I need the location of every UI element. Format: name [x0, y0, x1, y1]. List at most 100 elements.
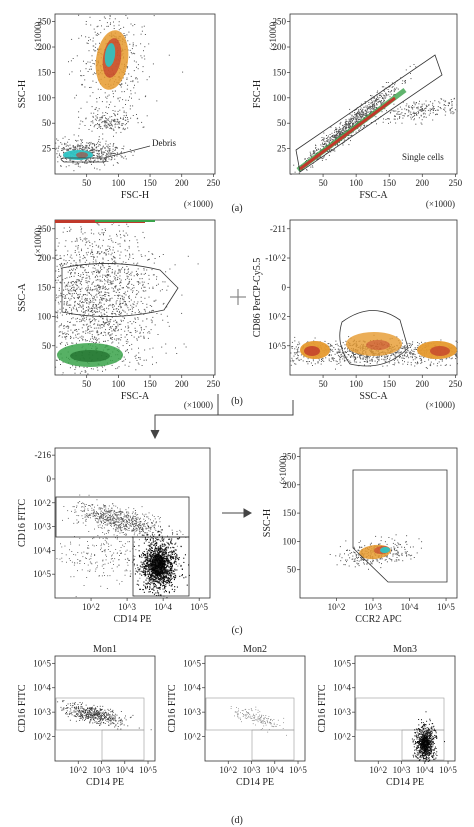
data-point: [122, 299, 124, 301]
data-point: [136, 330, 138, 332]
data-point: [445, 111, 447, 113]
data-point: [92, 120, 94, 122]
data-point: [332, 139, 334, 141]
data-point: [93, 256, 95, 258]
data-point: [310, 153, 312, 155]
data-point: [126, 250, 128, 252]
data-point: [126, 266, 128, 267]
data-point: [99, 42, 100, 44]
data-point: [103, 523, 104, 524]
data-point: [146, 79, 148, 81]
data-point: [350, 362, 352, 364]
x-tick-label: 50: [82, 379, 92, 389]
data-point: [358, 119, 360, 120]
data-point: [150, 311, 152, 313]
data-point: [293, 164, 295, 166]
data-point: [338, 133, 340, 135]
data-point: [330, 345, 332, 347]
data-point: [451, 107, 453, 109]
data-point: [338, 134, 340, 136]
data-point: [353, 117, 355, 119]
data-point: [340, 364, 342, 366]
data-point: [425, 367, 427, 368]
data-point: [338, 126, 340, 128]
data-point: [111, 339, 113, 340]
data-point: [349, 360, 351, 362]
data-point: [129, 240, 131, 242]
data-point: [104, 122, 106, 124]
data-point: [136, 114, 137, 115]
data-point: [415, 348, 417, 350]
data-point: [91, 243, 93, 245]
data-point: [315, 145, 317, 147]
data-point: [107, 151, 109, 153]
data-point: [63, 325, 65, 327]
data-point: [125, 294, 127, 296]
data-point: [386, 94, 388, 96]
data-point: [389, 357, 391, 359]
data-point: [336, 352, 338, 354]
data-point: [64, 336, 66, 337]
data-point: [95, 60, 97, 62]
data-point: [345, 125, 347, 127]
data-point: [136, 303, 138, 305]
data-point: [146, 269, 148, 271]
data-point: [67, 145, 69, 147]
data-point: [435, 359, 437, 361]
data-point: [76, 519, 78, 521]
y-unit-label: (×1000): [33, 227, 43, 256]
data-point: [432, 106, 434, 108]
data-point: [114, 155, 115, 157]
data-point: [89, 322, 91, 324]
data-point: [101, 297, 103, 299]
data-point: [118, 308, 120, 310]
data-point: [107, 146, 109, 148]
data-point: [407, 355, 409, 357]
data-point: [328, 141, 330, 143]
data-point: [96, 168, 98, 170]
data-point: [109, 120, 111, 122]
data-point: [164, 281, 166, 283]
data-point: [397, 108, 399, 110]
data-point: [106, 517, 108, 519]
data-point: [81, 310, 82, 312]
data-point: [121, 123, 123, 125]
data-point: [115, 308, 117, 310]
data-point: [60, 274, 62, 276]
data-point: [325, 159, 327, 161]
data-point: [406, 351, 408, 353]
data-point: [126, 304, 127, 306]
data-point: [101, 151, 103, 153]
data-point: [107, 332, 109, 334]
x-tick-label: 200: [175, 379, 189, 389]
data-point: [91, 336, 93, 337]
data-point: [130, 90, 132, 92]
data-point: [59, 264, 61, 266]
data-point: [328, 343, 330, 345]
data-point: [330, 348, 332, 350]
data-point: [97, 25, 99, 27]
data-point: [133, 262, 135, 264]
data-point: [117, 507, 118, 509]
data-point: [134, 330, 136, 331]
data-point: [80, 145, 82, 147]
data-point: [371, 107, 373, 109]
data-point: [113, 96, 114, 98]
data-point: [349, 113, 351, 115]
data-point: [98, 285, 100, 287]
data-point: [408, 115, 410, 117]
data-point: [405, 356, 407, 358]
data-point: [127, 17, 129, 19]
data-point: [67, 311, 69, 313]
data-point: [106, 311, 108, 313]
x-tick-label: 10^3: [118, 602, 136, 612]
data-point: [64, 332, 66, 334]
data-point: [142, 529, 143, 531]
data-point: [111, 158, 113, 160]
data-point: [77, 162, 78, 164]
data-point: [112, 290, 114, 292]
data-point: [71, 272, 72, 274]
data-point: [66, 144, 68, 146]
data-point: [74, 163, 76, 165]
data-point: [127, 276, 129, 278]
